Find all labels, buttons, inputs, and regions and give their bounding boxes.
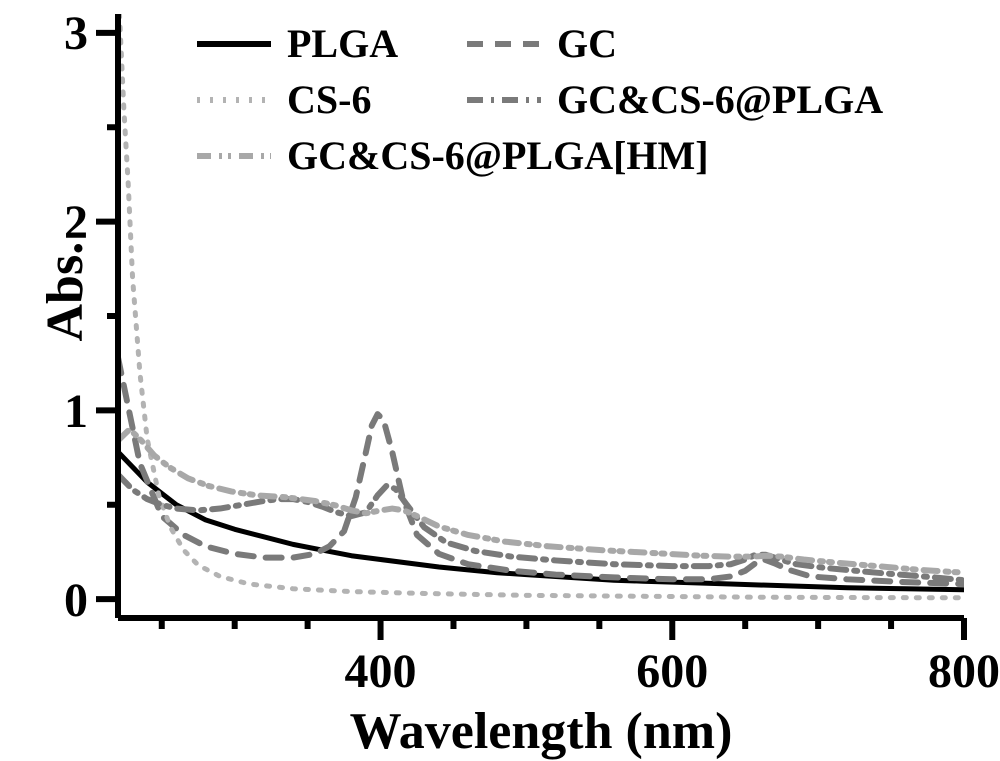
- x-tick-label: 800: [919, 644, 1000, 699]
- legend-item-PLGA: PLGA: [195, 20, 398, 67]
- y-tick-label: 0: [64, 573, 88, 628]
- series-GC: [118, 358, 964, 585]
- abs-wavelength-chart: Abs. Wavelength (nm) 0123400600800 PLGAG…: [0, 0, 1000, 753]
- series-GCCS6: [118, 475, 964, 581]
- legend-line-icon: [195, 32, 273, 56]
- legend-line-icon: [465, 88, 543, 112]
- x-axis-label: Wavelength (nm): [350, 702, 733, 761]
- legend-label: GC&CS-6@PLGA: [557, 76, 883, 123]
- y-tick-label: 3: [64, 6, 88, 61]
- y-tick-label: 2: [64, 195, 88, 250]
- legend-line-icon: [195, 88, 273, 112]
- legend-line-icon: [465, 32, 543, 56]
- y-axis-label: Abs.: [36, 242, 95, 342]
- legend-line-icon: [195, 144, 273, 168]
- legend-label: PLGA: [287, 20, 398, 67]
- legend-label: GC&CS-6@PLGA[HM]: [287, 132, 709, 179]
- y-tick-label: 1: [64, 384, 88, 439]
- legend-label: CS-6: [287, 76, 371, 123]
- legend-item-GCCS6: GC&CS-6@PLGA: [465, 76, 883, 123]
- legend-item-CS6: CS-6: [195, 76, 371, 123]
- x-tick-label: 400: [336, 644, 426, 699]
- x-tick-label: 600: [627, 644, 717, 699]
- legend-item-HM: GC&CS-6@PLGA[HM]: [195, 132, 709, 179]
- legend-label: GC: [557, 20, 617, 67]
- legend-item-GC: GC: [465, 20, 617, 67]
- series-HM: [118, 429, 964, 572]
